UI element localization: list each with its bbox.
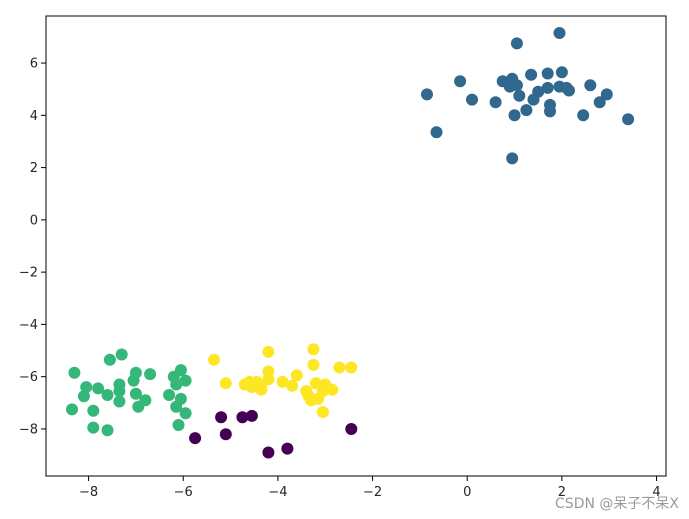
scatter-point-1-3 xyxy=(68,366,81,379)
scatter-point-2-14 xyxy=(238,378,251,391)
x-tick-label: −8 xyxy=(79,485,98,500)
scatter-point-2-5 xyxy=(345,361,358,374)
scatter-point-2-1 xyxy=(262,345,275,358)
scatter-point-1-12 xyxy=(170,378,183,391)
scatter-point-3-1 xyxy=(236,411,249,424)
scatter-point-0-16 xyxy=(421,88,433,101)
scatter-point-0-1 xyxy=(553,27,566,39)
scatter-point-3-7 xyxy=(281,442,294,455)
points-layer xyxy=(66,27,635,459)
scatter-point-0-0 xyxy=(510,37,523,50)
x-tick-label: −6 xyxy=(174,485,193,500)
watermark-text: CSDN @呆子不呆X xyxy=(555,496,679,512)
scatter-point-0-5 xyxy=(525,68,538,81)
y-tick-label: −4 xyxy=(19,318,38,333)
scatter-point-1-10 xyxy=(92,382,105,395)
scatter-point-2-25 xyxy=(255,383,268,396)
scatter-point-1-13 xyxy=(113,385,126,398)
scatter-point-3-5 xyxy=(345,423,358,435)
scatter-point-2-7 xyxy=(290,369,303,382)
scatter-point-1-25 xyxy=(179,407,192,420)
scatter-point-0-18 xyxy=(489,96,502,109)
y-tick-label: 2 xyxy=(30,161,38,176)
scatter-point-0-20 xyxy=(527,93,540,106)
scatter-point-2-4 xyxy=(333,361,346,374)
scatter-point-0-19 xyxy=(513,89,526,102)
scatter-point-2-24 xyxy=(305,394,317,407)
scatter-point-1-9 xyxy=(80,381,93,394)
scatter-point-1-24 xyxy=(87,404,100,417)
y-tick-label: 6 xyxy=(30,57,38,72)
scatter-point-0-27 xyxy=(577,109,590,122)
scatter-point-1-15 xyxy=(101,389,114,401)
y-tick-label: 0 xyxy=(30,213,38,228)
axes-frame xyxy=(45,15,667,477)
scatter-point-0-29 xyxy=(430,126,443,139)
scatter-point-0-7 xyxy=(555,66,568,79)
scatter-point-0-28 xyxy=(622,113,635,126)
y-tick-label: −8 xyxy=(19,422,38,437)
x-axis: −8 −6 −4 −2 0 2 4 xyxy=(79,476,661,500)
scatter-point-0-9 xyxy=(510,79,523,92)
y-tick-label: −2 xyxy=(19,266,38,281)
scatter-point-0-25 xyxy=(508,109,521,122)
scatter-point-1-20 xyxy=(113,395,126,408)
scatter-point-0-23 xyxy=(600,88,613,101)
scatter-point-0-22 xyxy=(593,96,606,109)
scatter-point-1-26 xyxy=(87,421,100,434)
scatter-point-3-6 xyxy=(262,446,275,459)
scatter-point-0-30 xyxy=(506,152,519,165)
x-tick-label: 0 xyxy=(463,485,471,500)
scatter-point-0-6 xyxy=(541,67,554,80)
scatter-point-3-2 xyxy=(245,409,258,422)
scatter-point-1-17 xyxy=(163,389,176,401)
scatter-point-1-1 xyxy=(103,353,116,366)
scatter-point-2-12 xyxy=(276,375,289,388)
x-tick-label: −2 xyxy=(363,485,382,500)
scatter-point-1-14 xyxy=(77,390,90,403)
scatter-point-0-17 xyxy=(466,93,478,106)
scatter-point-2-16 xyxy=(286,379,299,392)
scatter-point-2-26 xyxy=(316,406,329,418)
scatter-point-1-7 xyxy=(179,374,192,387)
x-tick-label: 4 xyxy=(652,485,660,500)
scatter-point-0-26 xyxy=(544,105,556,118)
scatter-point-1-22 xyxy=(170,400,183,413)
scatter-point-2-0 xyxy=(307,343,320,356)
scatter-point-1-27 xyxy=(172,419,185,431)
scatter-point-3-3 xyxy=(219,428,232,441)
scatter-point-2-2 xyxy=(208,353,220,366)
y-tick-label: −6 xyxy=(19,370,38,385)
scatter-point-2-9 xyxy=(219,377,232,390)
scatter-point-1-8 xyxy=(127,374,140,387)
scatter-point-1-16 xyxy=(129,387,142,400)
scatter-point-1-28 xyxy=(101,424,114,437)
scatter-point-0-14 xyxy=(563,84,575,97)
scatter-point-3-0 xyxy=(215,411,228,424)
y-axis: −8 −6 −4 −2 0 2 4 6 xyxy=(19,57,46,437)
scatter-point-2-19 xyxy=(326,383,339,396)
scatter-point-0-2 xyxy=(454,75,467,88)
scatter-point-1-23 xyxy=(66,403,78,416)
scatter-point-1-21 xyxy=(132,400,145,413)
scatter-point-2-3 xyxy=(307,358,320,371)
scatter-point-0-11 xyxy=(541,81,554,94)
scatter-point-3-4 xyxy=(189,432,202,445)
x-tick-label: −4 xyxy=(268,485,287,500)
scatter-point-0-15 xyxy=(584,79,597,92)
x-tick-label: 2 xyxy=(558,485,566,500)
scatter-point-0-24 xyxy=(520,104,533,117)
y-tick-label: 4 xyxy=(30,109,38,124)
scatter-point-1-0 xyxy=(115,348,128,361)
scatter-point-2-17 xyxy=(309,377,322,390)
scatter-point-1-5 xyxy=(144,368,157,381)
